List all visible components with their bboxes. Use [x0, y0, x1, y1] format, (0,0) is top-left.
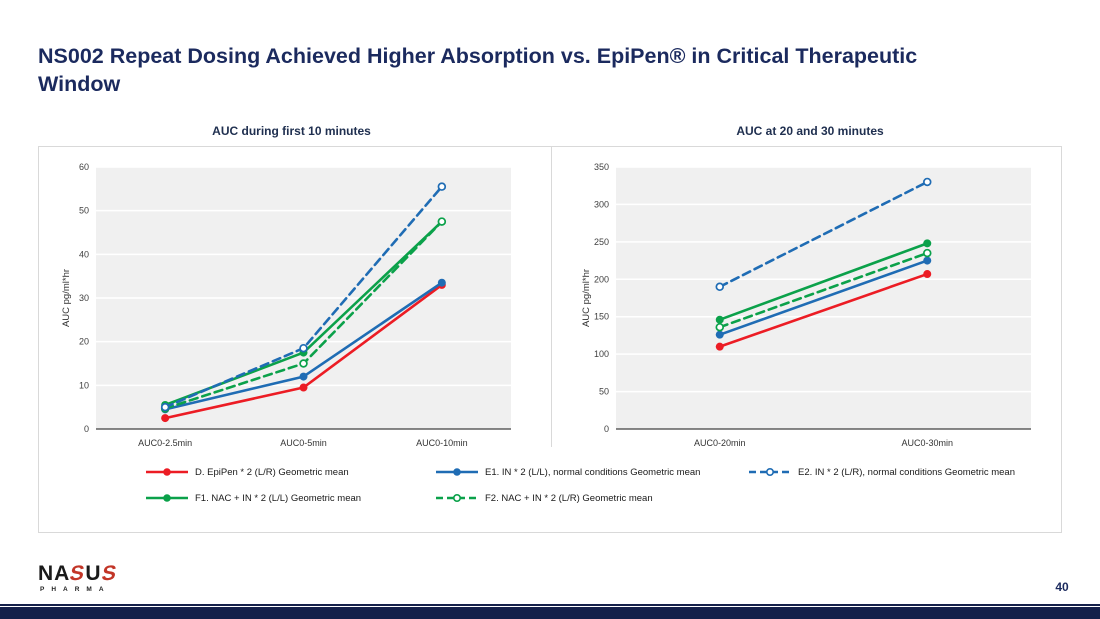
y-axis-title: AUC pg/ml*hr: [61, 269, 72, 327]
legend-sample-F1: [146, 494, 188, 502]
series-line-D: [718, 272, 929, 348]
chart-title-left: AUC during first 10 minutes: [212, 124, 371, 138]
series-marker-F2: [923, 248, 932, 258]
y-tick-label: 300: [594, 199, 609, 209]
legend-sample-E2: [749, 467, 791, 477]
legend-sample-D: [146, 468, 188, 476]
nasus-pharma-logo: NASUS PHARMA: [38, 561, 119, 594]
y-axis-title: AUC pg/ml*hr: [581, 269, 592, 327]
x-tick-label: AUC0-2.5min: [138, 438, 192, 448]
logo-wordmark: NASUS: [38, 561, 119, 586]
y-tick-label: 60: [79, 162, 89, 172]
x-tick-label: AUC0-5min: [280, 438, 327, 448]
series-line-E2: [718, 180, 929, 289]
series-marker-E2: [923, 177, 932, 187]
legend-label-F2: F2. NAC + IN * 2 (L/R) Geometric mean: [485, 492, 653, 504]
series-marker-E2: [299, 343, 308, 353]
legend-marker: [452, 493, 461, 503]
series-marker-E1: [437, 278, 446, 287]
legend-sample-F2: [436, 493, 478, 503]
legend-item-E1: E1. IN * 2 (L/L), normal conditions Geom…: [434, 465, 700, 479]
chart-auc-first-10-minutes: 0 10 20 30 40 50 60 AUC pg/ml*hr AUC0-2.5min AUC0…: [61, 162, 511, 448]
series-marker-E2: [437, 182, 447, 191]
y-tick-label: 40: [79, 249, 89, 259]
logo-s-swoosh: S: [99, 561, 119, 586]
series-marker-E2: [715, 282, 725, 292]
y-tick-label: 250: [594, 237, 609, 247]
legend-label-E1: E1. IN * 2 (L/L), normal conditions Geom…: [485, 466, 701, 478]
series-line-F1: [718, 242, 929, 322]
series-marker-D: [715, 342, 724, 351]
y-tick-label: 50: [599, 387, 609, 397]
y-tick-label: 0: [604, 424, 609, 434]
series-marker-D: [923, 270, 932, 279]
slide-title: NS002 Repeat Dosing Achieved Higher Abso…: [38, 44, 918, 97]
legend-item-E2: E2. IN * 2 (L/R), normal conditions Geom…: [747, 465, 1015, 479]
y-tick-label: 0: [84, 424, 89, 434]
legend-marker: [765, 467, 774, 477]
footer-accent-line: [0, 604, 1100, 606]
y-tick-label: 10: [79, 380, 89, 390]
series-marker-F2: [299, 359, 308, 368]
series-marker-E1: [715, 330, 724, 339]
chart-auc-20-and-30-minutes: 0 50 100 150 200 250 300 350 AUC pg/ml*hr AUC0-20…: [581, 162, 1031, 448]
series-marker-F2: [437, 217, 447, 226]
series-line-F2: [718, 251, 929, 329]
x-tick-label: AUC0-20min: [694, 438, 746, 448]
series-marker-D: [299, 383, 308, 392]
x-tick-label: AUC0-10min: [416, 438, 468, 448]
y-tick-label: 20: [79, 337, 89, 347]
series-marker-E1: [923, 256, 932, 265]
series-marker-F2: [715, 322, 725, 332]
legend-label-F1: F1. NAC + IN * 2 (L/L) Geometric mean: [195, 492, 362, 504]
legend-item-F1: F1. NAC + IN * 2 (L/L) Geometric mean: [144, 491, 361, 505]
charts-divider: [551, 147, 552, 447]
series-line-E1: [718, 259, 929, 336]
y-tick-label: 50: [79, 206, 89, 216]
y-tick-label: 30: [79, 293, 89, 303]
y-tick-label: 350: [594, 162, 609, 172]
series-marker-F1: [715, 315, 724, 324]
series-marker-D: [161, 414, 170, 423]
page-number: 40: [1055, 580, 1069, 594]
y-tick-label: 100: [594, 349, 609, 359]
series-marker-E1: [299, 372, 308, 381]
charts-panel: 0 10 20 30 40 50 60 AUC pg/ml*hr AUC0-2.5min AUC0…: [38, 146, 1062, 533]
series-marker-F1: [923, 239, 932, 248]
chart-title-right: AUC at 20 and 30 minutes: [736, 124, 884, 138]
series-marker-E2: [160, 402, 170, 412]
legend-marker: [163, 468, 171, 476]
legend-item-D: D. EpiPen * 2 (L/R) Geometric mean: [144, 465, 349, 479]
legend-item-F2: F2. NAC + IN * 2 (L/R) Geometric mean: [434, 491, 653, 505]
legend-marker: [163, 494, 171, 502]
legend-label-E2: E2. IN * 2 (L/R), normal conditions Geom…: [798, 466, 1016, 478]
legend-label-D: D. EpiPen * 2 (L/R) Geometric mean: [195, 466, 349, 478]
x-tick-label: AUC0-30min: [901, 438, 953, 448]
y-tick-label: 150: [594, 312, 609, 322]
y-tick-label: 200: [594, 274, 609, 284]
footer-bar: [0, 607, 1100, 619]
legend-marker: [453, 468, 461, 476]
legend-sample-E1: [436, 468, 478, 476]
logo-subtext: PHARMA: [40, 586, 111, 593]
